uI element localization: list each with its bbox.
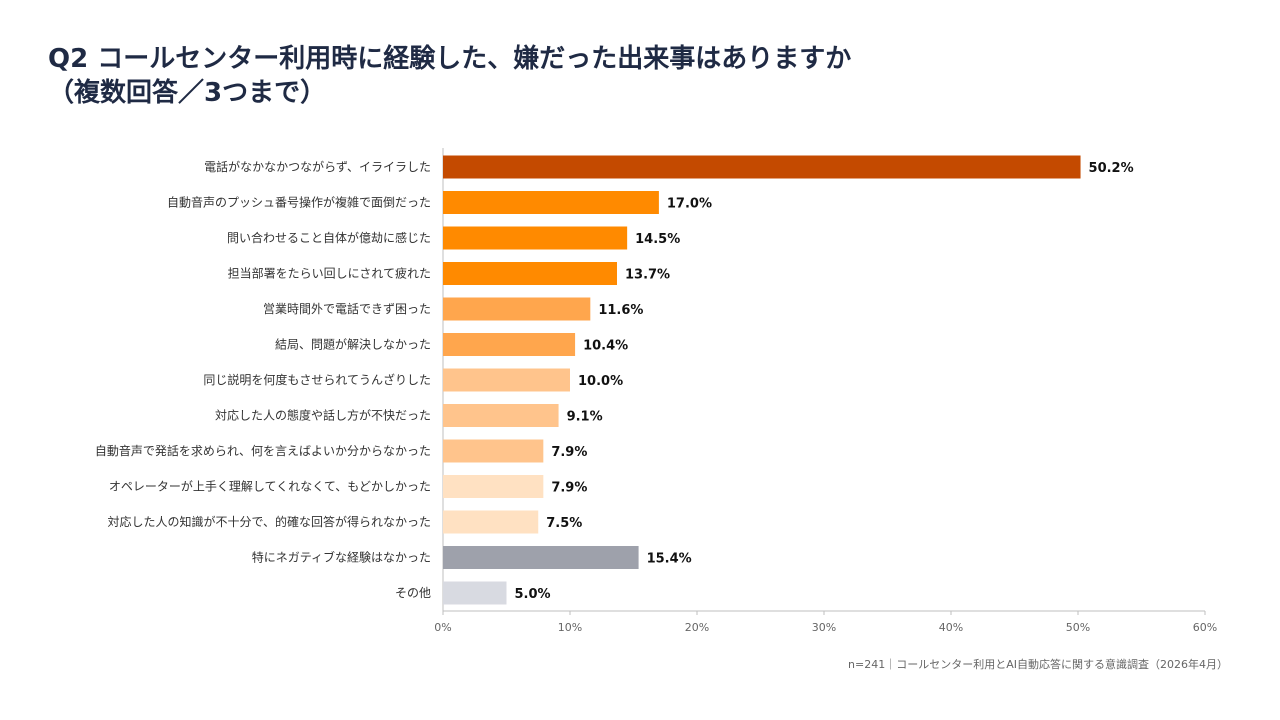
data-label: 14.5% [635,232,680,247]
bar [443,581,507,605]
data-label: 10.4% [583,339,628,354]
data-label: 11.6% [598,303,643,318]
bar [443,333,576,356]
bar [443,404,559,427]
bar [443,439,544,463]
data-label: 7.5% [546,516,582,531]
footnote: n=241｜コールセンター利用とAI自動応答に関する意識調査（2026年4月） [848,658,1228,671]
data-label: 7.9% [551,445,587,460]
chart-title-line1: Q2 コールセンター利用時に経験した、嫌だった出来事はありますか [48,44,852,74]
data-label: 7.9% [551,481,587,496]
data-label: 15.4% [647,552,692,567]
category-label: 自動音声のプッシュ番号操作が複雑で面倒だった [167,195,431,210]
x-tick-label: 0% [434,621,451,634]
x-tick-label: 40% [939,621,963,634]
category-label: その他 [395,586,431,600]
category-label: 電話がなかなかつながらず、イライラした [204,159,431,174]
bar [443,155,1081,179]
data-label: 9.1% [567,410,603,425]
category-label: 問い合わせること自体が億劫に感じた [227,230,431,245]
x-tick-label: 50% [1066,621,1090,634]
category-label: 特にネガティブな経験はなかった [252,550,431,565]
bar [443,226,628,250]
bar [443,297,591,321]
chart-title: Q2 コールセンター利用時に経験した、嫌だった出来事はありますか （複数回答／3… [48,42,1228,110]
data-label: 50.2% [1089,161,1134,176]
x-tick-label: 20% [685,621,709,634]
data-label: 10.0% [578,374,623,389]
chart-title-line2: （複数回答／3つまで） [48,78,327,108]
bar [443,510,539,534]
data-label: 17.0% [667,197,712,212]
bar [443,191,659,214]
category-label: 担当部署をたらい回しにされて疲れた [228,266,431,281]
category-label: 同じ説明を何度もさせられてうんざりした [203,372,431,387]
data-label: 5.0% [515,587,551,602]
bar [443,262,617,285]
category-label: 営業時間外で電話できず困った [263,301,431,316]
category-label: 対応した人の知識が不十分で、的確な回答が得られなかった [107,514,431,529]
bar [443,368,570,392]
x-tick-label: 10% [558,621,582,634]
x-tick-label: 60% [1193,621,1217,634]
bar [443,475,544,498]
category-label: 自動音声で発話を求められ、何を言えばよいか分からなかった [95,443,431,458]
bar [443,546,639,569]
category-label: 結局、問題が解決しなかった [275,337,431,352]
data-label: 13.7% [625,268,670,283]
category-label: オペレーターが上手く理解してくれなくて、もどかしかった [109,479,431,494]
x-tick-label: 30% [812,621,836,634]
category-label: 対応した人の態度や話し方が不快だった [215,408,431,423]
